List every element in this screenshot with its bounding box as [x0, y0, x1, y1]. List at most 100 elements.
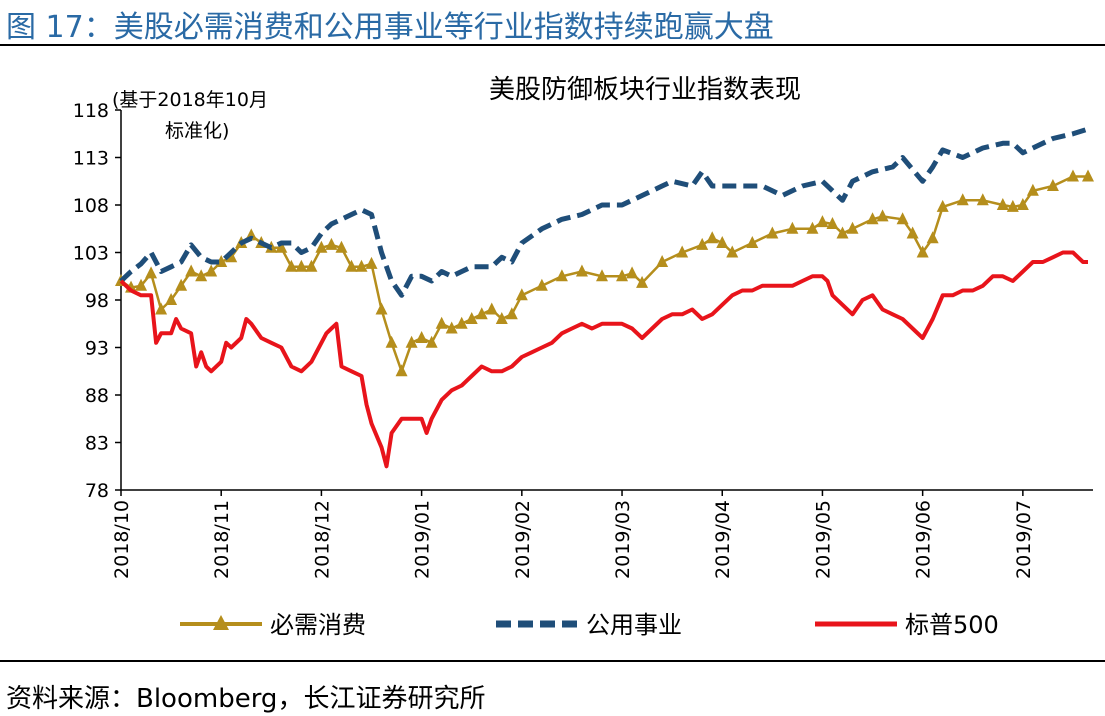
data-point-marker [595, 269, 608, 282]
source-note: 资料来源：Bloomberg，长江证券研究所 [6, 684, 486, 714]
data-point-marker [515, 288, 528, 301]
series-line-公用事业 [119, 126, 1089, 298]
legend-label: 标普500 [905, 611, 999, 639]
data-point-marker [145, 266, 158, 279]
data-point-marker [315, 240, 328, 253]
data-point-marker [425, 335, 438, 348]
data-point-marker [175, 278, 188, 291]
x-tick-label: 2018/11 [211, 500, 233, 579]
data-point-marker [716, 236, 729, 248]
figure-title: 图 17：美股必需消费和公用事业等行业指数持续跑赢大盘 [6, 10, 774, 45]
data-point-marker [786, 221, 799, 234]
data-point-marker [766, 226, 779, 239]
data-point-marker [155, 302, 168, 315]
data-point-marker [706, 231, 719, 244]
top-rule [0, 44, 1105, 46]
data-point-marker [746, 236, 759, 248]
data-point-marker [295, 259, 308, 272]
x-tick-label: 2019/02 [512, 500, 534, 579]
data-point-marker [535, 278, 548, 291]
data-point-marker [626, 266, 639, 279]
data-point-marker [1081, 169, 1094, 182]
data-point-marker [846, 221, 859, 234]
data-point-marker [355, 259, 368, 272]
data-point-marker [876, 209, 889, 222]
data-point-marker [996, 198, 1009, 210]
y-tick-label: 103 [73, 243, 109, 265]
data-point-marker [345, 259, 358, 272]
x-tick-label: 2019/07 [1013, 500, 1035, 579]
data-point-marker [185, 264, 198, 277]
bottom-rule [0, 660, 1105, 662]
data-point-marker [866, 212, 879, 225]
data-point-marker [305, 259, 318, 272]
chart-axes: 78 83 88 93 98 103 108 113 118 2018/10 2018/11 2018… [73, 100, 1093, 579]
data-point-marker [415, 331, 428, 343]
data-point-marker [926, 231, 939, 244]
data-point-marker [1016, 198, 1029, 210]
data-point-marker [816, 215, 829, 228]
chart-series [115, 126, 1094, 469]
data-point-marker [896, 212, 909, 225]
data-point-marker [465, 312, 478, 324]
y-tick-label: 108 [73, 195, 109, 217]
data-point-marker [335, 240, 348, 253]
data-point-marker [375, 302, 388, 315]
data-point-marker [165, 293, 178, 305]
data-point-marker [976, 193, 989, 206]
data-point-marker [1046, 179, 1059, 191]
x-tick-label: 2019/03 [612, 500, 634, 579]
data-point-marker [445, 321, 458, 334]
data-point-marker [195, 269, 208, 282]
data-point-marker [1066, 169, 1079, 182]
chart-title: 美股防御板块行业指数表现 [489, 75, 801, 105]
legend-marker [213, 615, 229, 630]
data-point-marker [575, 264, 588, 277]
data-point-marker [475, 307, 488, 320]
data-point-marker [285, 259, 298, 272]
data-point-marker [826, 217, 839, 229]
data-point-marker [916, 245, 929, 258]
data-point-marker [956, 193, 969, 206]
data-point-marker [806, 221, 819, 234]
y-tick-label: 93 [85, 338, 109, 360]
data-point-marker [1006, 199, 1019, 212]
y-tick-label: 83 [85, 433, 109, 455]
data-point-marker [325, 237, 338, 250]
x-tick-label: 2019/05 [812, 500, 834, 579]
data-point-marker [676, 245, 689, 258]
data-point-marker [435, 316, 448, 329]
data-point-marker [485, 302, 498, 315]
x-tick-label: 2019/01 [412, 500, 434, 579]
data-point-marker [906, 226, 919, 239]
x-tick-label: 2018/12 [311, 500, 333, 579]
data-point-marker [555, 269, 568, 282]
y-tick-label: 118 [73, 100, 109, 122]
x-tick-label: 2018/10 [111, 500, 133, 579]
data-point-marker [395, 364, 408, 377]
data-point-marker [385, 335, 398, 348]
y-tick-label: 98 [85, 290, 109, 312]
data-point-marker [1026, 183, 1039, 196]
legend-label: 必需消费 [270, 611, 366, 639]
x-tick-label: 2019/06 [913, 500, 935, 579]
data-point-marker [205, 264, 218, 277]
data-point-marker [495, 312, 508, 324]
data-point-marker [405, 335, 418, 348]
data-point-marker [696, 237, 709, 250]
series-line-标普500 [119, 250, 1088, 469]
y-tick-label: 78 [85, 480, 109, 502]
data-point-marker [455, 316, 468, 329]
data-point-marker [836, 226, 849, 239]
x-tick-label: 2019/04 [712, 500, 734, 579]
data-point-marker [135, 278, 148, 291]
data-point-marker [936, 199, 949, 212]
data-point-marker [505, 307, 518, 320]
chart-annotation-line2: 标准化) [165, 120, 229, 142]
data-point-marker [726, 245, 739, 258]
data-point-marker [365, 256, 378, 269]
y-tick-label: 88 [85, 385, 109, 407]
data-point-marker [636, 275, 649, 288]
data-point-marker [616, 269, 629, 282]
